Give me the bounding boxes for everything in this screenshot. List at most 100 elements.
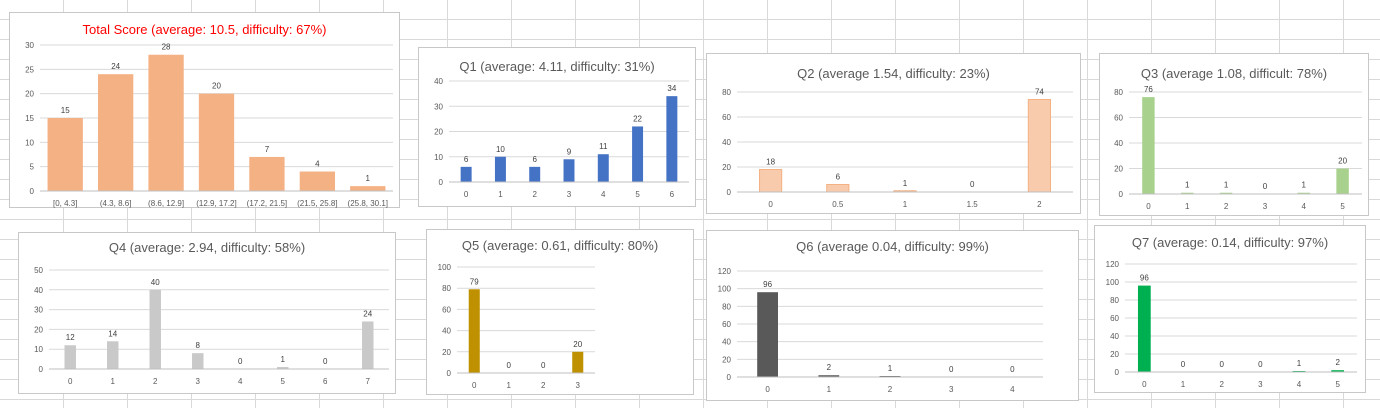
x-tick-label: (12.9, 17.2] (196, 199, 236, 208)
bar[interactable] (249, 156, 285, 191)
x-tick-label: 2 (888, 385, 893, 394)
bar[interactable] (1181, 192, 1194, 194)
chart-panel-q5[interactable]: Q5 (average: 0.61, difficulty: 80%) 0 20 4… (426, 229, 694, 395)
bar[interactable] (1219, 192, 1233, 194)
x-tick-label: 0 (464, 190, 469, 199)
x-tick-label: 0 (768, 200, 773, 209)
data-label: 18 (766, 158, 775, 167)
data-label: 76 (1144, 85, 1153, 94)
data-label: 0 (1010, 365, 1015, 374)
bar[interactable] (759, 169, 783, 193)
x-tick-label: 2 (1037, 200, 1042, 209)
bar[interactable] (632, 126, 644, 182)
y-tick-label: 30 (25, 41, 34, 50)
data-label: 6 (464, 155, 469, 164)
data-label: 79 (470, 277, 479, 286)
bar[interactable] (148, 54, 184, 191)
bar[interactable] (826, 184, 850, 193)
x-tick-label: 6 (323, 377, 328, 386)
chart-title: Q5 (average: 0.61, difficulty: 80%) (461, 238, 659, 253)
y-tick-label: 80 (1110, 296, 1119, 305)
data-label: 1 (1224, 181, 1229, 190)
chart-title: Q3 (average 1.08, difficult: 78%) (1140, 66, 1328, 81)
x-tick-label: 2 (153, 377, 158, 386)
chart-title: Q2 (average 1.54, difficulty: 23%) (797, 66, 990, 81)
data-label: 12 (66, 333, 75, 342)
bar[interactable] (64, 345, 76, 369)
chart-panel-q6[interactable]: Q6 (average 0.04, difficulty: 99%) 0 20 40… (706, 230, 1079, 401)
x-tick-label: 3 (196, 377, 201, 386)
bar[interactable] (597, 154, 609, 182)
y-tick-label: 10 (434, 153, 443, 162)
bar[interactable] (757, 292, 779, 377)
bar[interactable] (1336, 168, 1349, 195)
bar[interactable] (198, 93, 235, 191)
bar[interactable] (277, 367, 289, 369)
x-tick-label: 0 (1142, 380, 1147, 389)
data-label: 1 (888, 364, 893, 373)
bar[interactable] (460, 166, 472, 182)
y-tick-label: 30 (434, 102, 443, 111)
bar[interactable] (572, 351, 584, 373)
bar[interactable] (1297, 192, 1310, 194)
bar[interactable] (1027, 99, 1051, 193)
data-label: 15 (61, 106, 70, 115)
chart-panel-q7[interactable]: Q7 (average: 0.14, difficulty: 97%) 0 20 4… (1094, 225, 1366, 393)
chart-panel-q2[interactable]: Q2 (average 1.54, difficulty: 23%) 0 20 40… (706, 53, 1081, 214)
x-tick-label: 1 (498, 190, 503, 199)
bar[interactable] (529, 166, 541, 182)
y-tick-label: 100 (1106, 278, 1120, 287)
bar[interactable] (468, 289, 480, 373)
x-tick-label: 1 (1185, 202, 1190, 211)
x-tick-label: 0 (472, 381, 477, 390)
chart-panel-total-score[interactable]: Total Score (average: 10.5, difficulty: … (9, 12, 400, 208)
bar[interactable] (1331, 370, 1345, 372)
bar[interactable] (1137, 285, 1151, 372)
y-tick-label: 40 (434, 77, 443, 86)
x-tick-label: [0, 4.3] (53, 199, 77, 208)
bar[interactable] (1142, 97, 1155, 194)
data-label: 24 (363, 309, 372, 318)
bar[interactable] (494, 156, 506, 182)
y-tick-label: 120 (718, 267, 732, 276)
data-label: 20 (1338, 157, 1347, 166)
bar[interactable] (47, 118, 83, 191)
data-label: 0 (1219, 360, 1224, 369)
y-tick-label: 80 (1114, 88, 1123, 97)
chart-panel-q4[interactable]: Q4 (average: 2.94, difficulty: 58%) 0 10 2… (18, 232, 396, 394)
data-label: 4 (315, 160, 320, 169)
chart-plot: 0 5 10 15 20 25 30 15 [0, 4.3] 24 (4.3, 8.6] 28 (8.6… (25, 41, 393, 208)
bar[interactable] (149, 289, 161, 369)
y-tick-label: 40 (442, 327, 451, 336)
y-tick-label: 0 (727, 188, 732, 197)
bar[interactable] (299, 171, 336, 191)
chart-panel-q3[interactable]: Q3 (average 1.08, difficult: 78%) 0 20 40 6… (1099, 53, 1369, 216)
data-label: 22 (633, 114, 642, 123)
y-tick-label: 25 (25, 65, 34, 74)
x-tick-label: (8.6, 12.9] (148, 199, 184, 208)
x-tick-label: 1 (111, 377, 116, 386)
y-tick-label: 0 (30, 187, 35, 196)
x-tick-label: 1 (1181, 380, 1186, 389)
y-tick-label: 40 (34, 286, 43, 295)
bar[interactable] (107, 341, 119, 369)
bar[interactable] (97, 74, 134, 191)
y-tick-label: 100 (438, 263, 452, 272)
bar[interactable] (362, 321, 374, 369)
data-label: 8 (196, 341, 201, 350)
chart-panel-q1[interactable]: Q1 (average: 4.11, difficulty: 31%) 0 10 2… (418, 47, 696, 207)
bar[interactable] (192, 353, 204, 369)
bar[interactable] (350, 186, 386, 191)
bar[interactable] (666, 96, 678, 182)
x-tick-label: 0 (765, 385, 770, 394)
y-tick-label: 0 (447, 369, 452, 378)
bar[interactable] (818, 375, 840, 377)
chart-plot: 0 20 40 60 80 18 0 6 0.5 1 1 0 1.5 74 2 (722, 88, 1073, 209)
y-tick-label: 0 (439, 178, 444, 187)
y-tick-label: 40 (722, 138, 731, 147)
bar[interactable] (563, 159, 575, 182)
